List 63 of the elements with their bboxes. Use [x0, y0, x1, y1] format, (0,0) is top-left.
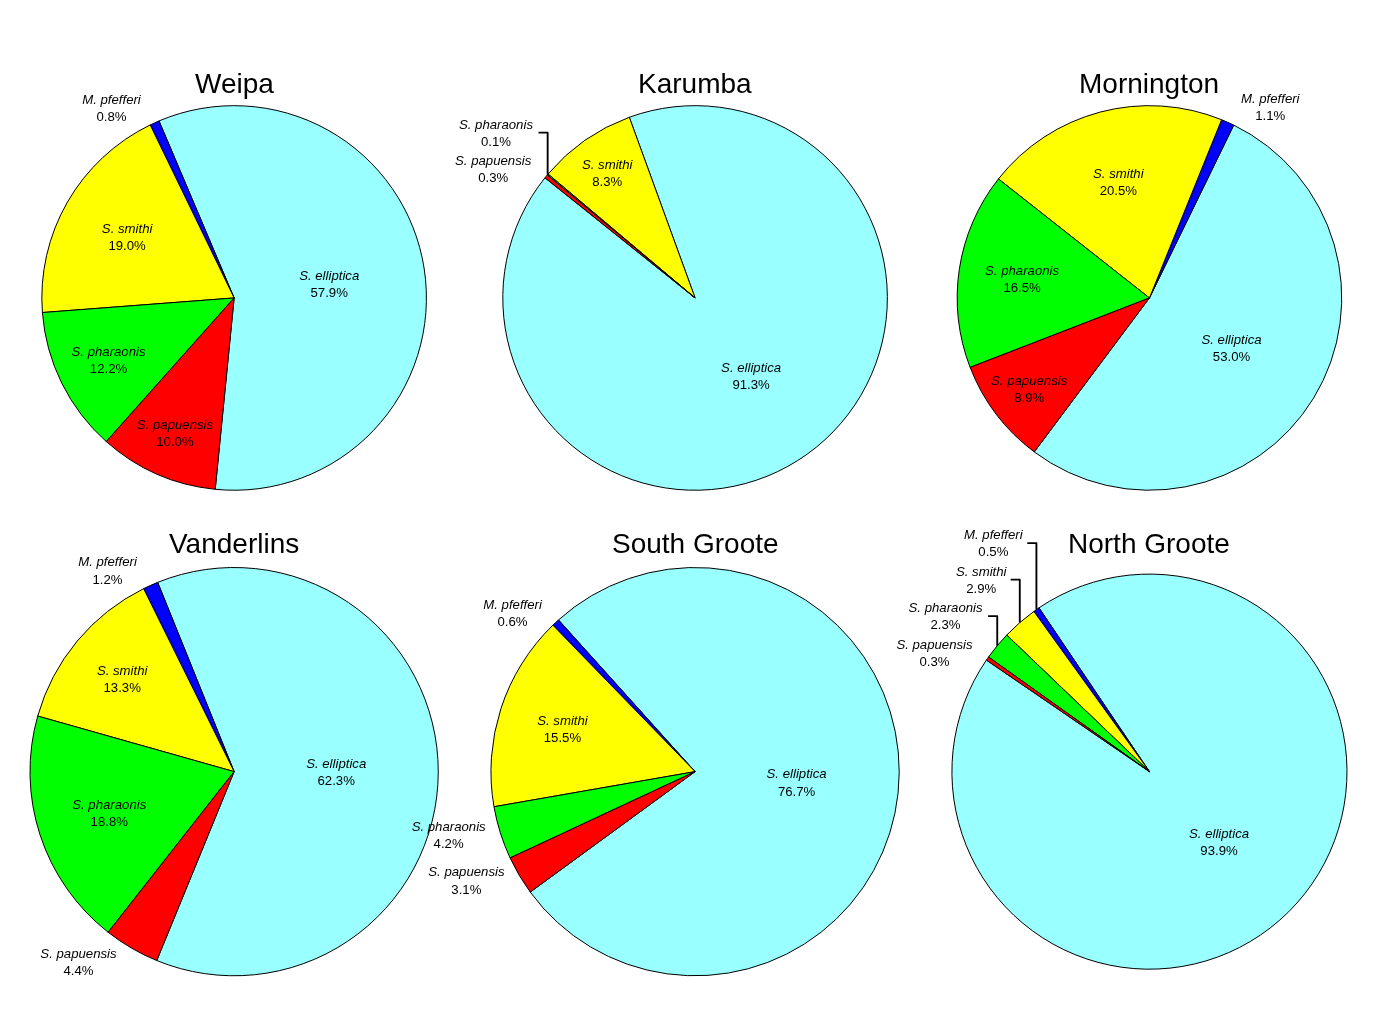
slice-label: S. pharaonis [985, 263, 1060, 279]
data-label: 76.7% [777, 783, 816, 799]
slice-label: M. pfefferi [483, 597, 543, 613]
slice-label: S. papuensis [455, 153, 532, 169]
slice-label: S. pharaonis [72, 796, 147, 812]
slice-label: S. pharaonis [71, 344, 146, 360]
data-label: 18.8% [90, 813, 129, 829]
slice-label: S. elliptica [299, 267, 360, 283]
data-label: 0.3% [478, 170, 509, 186]
slice-label: S. smithi [955, 563, 1008, 579]
chart-title: Karumba [638, 68, 753, 99]
data-label: 4.4% [63, 963, 94, 979]
slice-label: S. papuensis [896, 636, 974, 652]
slice-label: M. pfefferi [82, 92, 142, 108]
slice-label: S. smithi [96, 663, 149, 679]
data-label: 62.3% [317, 773, 356, 789]
data-label: 2.3% [930, 617, 961, 633]
data-label: 10.0% [156, 433, 194, 449]
data-label: 19.0% [108, 238, 147, 254]
slice-label: S. papuensis [136, 416, 214, 432]
chart-title: Mornington [1079, 68, 1220, 99]
slice-label: S. pharaonis [458, 116, 534, 132]
data-label: 2.9% [966, 580, 997, 596]
slice-label: S. smithi [537, 712, 589, 728]
data-label: 57.9% [310, 284, 349, 300]
slice-label: M. pfefferi [1240, 91, 1301, 107]
data-label: 91.3% [732, 377, 771, 393]
slice-label: M. pfefferi [964, 527, 1024, 543]
slice-label: M. pfefferi [78, 554, 138, 570]
data-label: 1.2% [92, 571, 123, 587]
chart-title: Vanderlins [169, 528, 300, 559]
slice-label: S. elliptica [766, 766, 827, 782]
chart-title: South Groote [612, 528, 779, 559]
data-label: 53.0% [1212, 349, 1251, 365]
slice-label: S. elliptica [1189, 825, 1250, 841]
data-label: 93.9% [1200, 843, 1239, 859]
data-label: 4.2% [433, 835, 464, 851]
slice-label: S. papuensis [428, 864, 505, 880]
data-label: 8.9% [1014, 390, 1045, 406]
data-label: 0.5% [978, 544, 1009, 560]
data-label: 15.5% [543, 730, 582, 746]
data-label: 20.5% [1099, 183, 1138, 199]
data-label: 13.3% [103, 680, 142, 696]
data-label: 16.5% [1003, 280, 1042, 296]
slice-label: S. smithi [1093, 166, 1145, 182]
chart-title: Weipa [195, 68, 275, 99]
slice-label: S. papuensis [40, 945, 118, 961]
data-label: 3.1% [451, 881, 482, 897]
data-label: 0.1% [480, 133, 512, 149]
data-label: 0.8% [96, 109, 127, 125]
data-label: 0.3% [919, 653, 950, 669]
slice-label: S. papuensis [991, 373, 1068, 389]
slice-label: S. smithi [101, 220, 154, 236]
data-label: 0.6% [497, 614, 528, 630]
slice-label: S. elliptica [1201, 332, 1262, 348]
slice-label: S. pharaonis [908, 600, 983, 616]
data-label: 1.1% [1255, 108, 1286, 124]
data-label: 8.3% [592, 174, 623, 190]
slice-label: S. elliptica [721, 360, 782, 376]
data-label: 12.2% [89, 361, 128, 377]
slice-label: S. elliptica [306, 756, 367, 772]
slice-label: S. smithi [581, 156, 634, 172]
chart-title: North Groote [1068, 528, 1230, 559]
